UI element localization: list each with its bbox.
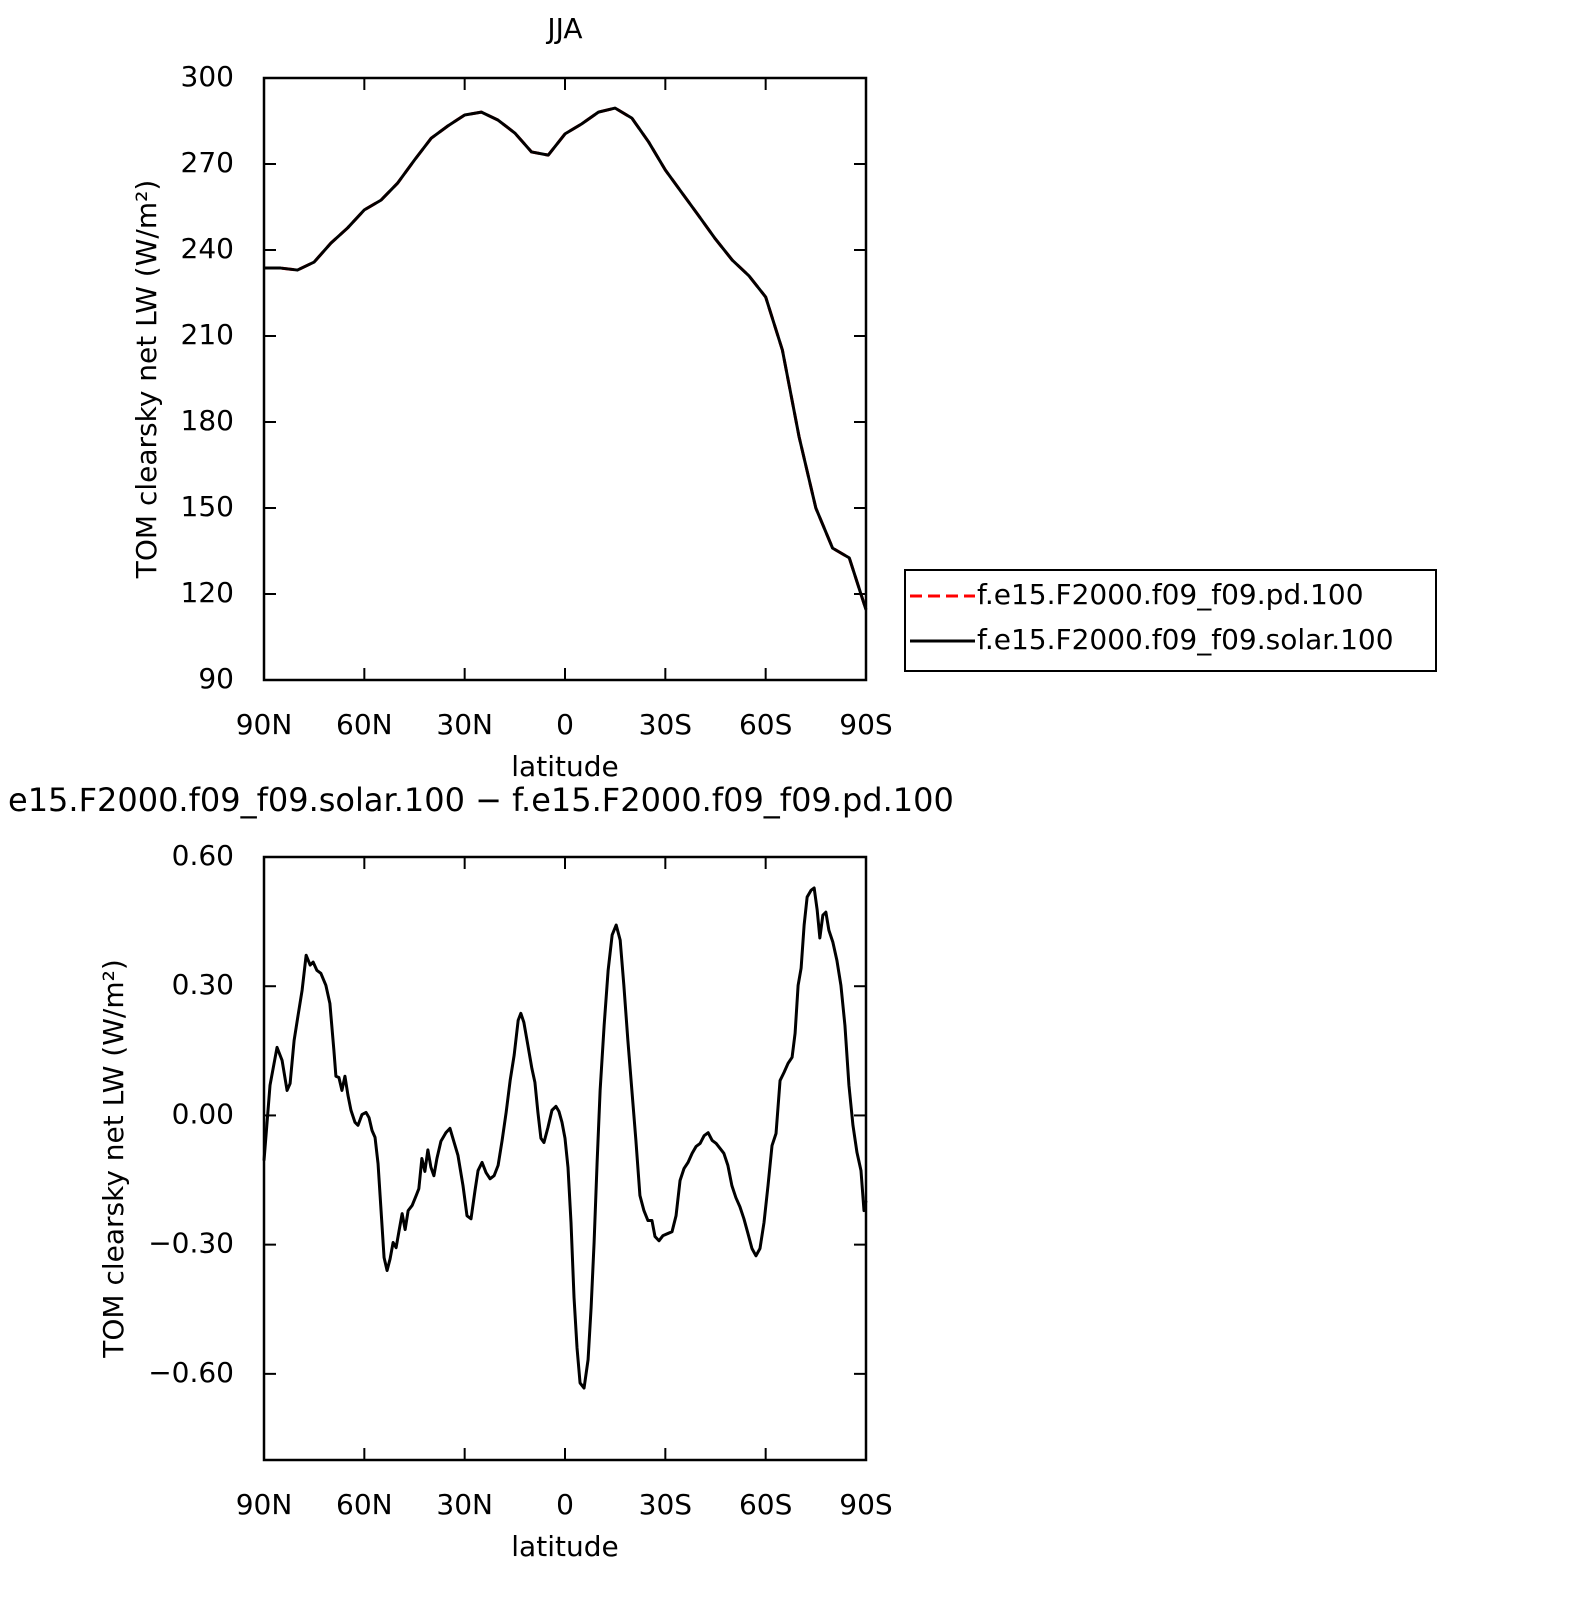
data-line: [264, 106, 868, 611]
x-tick-label: 0: [556, 1488, 574, 1521]
legend-label: f.e15.F2000.f09_f09.pd.100: [977, 578, 1364, 611]
x-tick-label: 90S: [839, 708, 892, 741]
y-tick-label: 150: [181, 490, 234, 523]
y-axis-title: TOM clearsky net LW (W/m²): [130, 180, 163, 579]
x-tick-label: 0: [556, 708, 574, 741]
y-tick-label: 90: [198, 662, 234, 695]
x-axis-title: latitude: [511, 1530, 618, 1563]
y-tick-label: 0.30: [172, 968, 234, 1001]
x-tick-label: 60S: [739, 708, 792, 741]
plot-frame: [262, 76, 868, 682]
y-tick-label: −0.60: [148, 1356, 234, 1389]
data-line: [264, 106, 868, 611]
y-tick-label: 180: [181, 404, 234, 437]
y-tick-label: 0.00: [172, 1097, 234, 1130]
legend-label: f.e15.F2000.f09_f09.solar.100: [977, 623, 1394, 656]
y-tick-label: 300: [181, 60, 234, 93]
x-tick-label: 30S: [639, 1488, 692, 1521]
y-tick-label: −0.30: [148, 1227, 234, 1260]
x-tick-label: 60N: [336, 708, 393, 741]
y-axis-title: TOM clearsky net LW (W/m²): [97, 959, 130, 1358]
y-tick-label: 0.60: [172, 839, 234, 872]
x-tick-label: 60N: [336, 1488, 393, 1521]
x-tick-label: 30N: [436, 708, 493, 741]
y-tick-label: 210: [181, 318, 234, 351]
x-tick-label: 90N: [236, 708, 293, 741]
x-tick-label: 90N: [236, 1488, 293, 1521]
y-tick-label: 240: [181, 232, 234, 265]
legend-box: [904, 569, 1437, 672]
y-tick-label: 270: [181, 146, 234, 179]
x-tick-label: 60S: [739, 1488, 792, 1521]
chart-title: e15.F2000.f09_f09.solar.100 − f.e15.F200…: [8, 781, 954, 819]
plot-frame: [262, 855, 868, 1462]
x-axis-title: latitude: [511, 750, 618, 783]
chart-title: JJA: [545, 12, 582, 45]
y-tick-label: 120: [181, 576, 234, 609]
x-tick-label: 30S: [639, 708, 692, 741]
x-tick-label: 30N: [436, 1488, 493, 1521]
x-tick-label: 90S: [839, 1488, 892, 1521]
data-line: [262, 886, 868, 1390]
